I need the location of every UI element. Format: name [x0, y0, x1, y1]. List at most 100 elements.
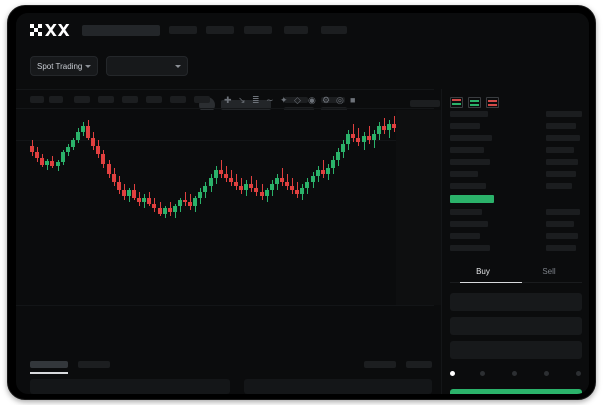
- bottom-tab-3[interactable]: [406, 361, 432, 368]
- submit-buy-button[interactable]: [450, 389, 582, 394]
- orderbook-rows[interactable]: [442, 111, 589, 261]
- candle-body: [126, 190, 131, 196]
- orderbook-row[interactable]: [450, 171, 478, 177]
- candle-body: [330, 160, 335, 168]
- order-field-1[interactable]: [450, 293, 582, 311]
- orderbook-row[interactable]: [450, 209, 482, 215]
- pair-name-placeholder: [221, 100, 271, 110]
- candle-body: [55, 162, 60, 166]
- orderbook-row[interactable]: [450, 159, 490, 165]
- candle-body: [40, 158, 45, 165]
- crosshair-icon[interactable]: ✚: [224, 95, 232, 105]
- orderbook-row[interactable]: [546, 135, 580, 141]
- order-field-3[interactable]: [450, 341, 582, 359]
- trading-mode-select[interactable]: Spot Trading: [30, 56, 98, 76]
- price-chart[interactable]: [16, 110, 434, 355]
- bottom-card-0[interactable]: [30, 379, 230, 394]
- candle-body: [392, 124, 397, 128]
- candle-body: [137, 198, 142, 202]
- slider-dot-1[interactable]: [480, 371, 485, 376]
- active-tab-underline: [460, 281, 522, 283]
- bottom-card-1[interactable]: [244, 379, 432, 394]
- candle-body: [111, 174, 116, 182]
- bottom-tab-1[interactable]: [78, 361, 110, 368]
- candle-body: [351, 134, 356, 138]
- orderbook-row[interactable]: [546, 159, 578, 165]
- okx-logo-icon[interactable]: [30, 24, 72, 37]
- orderbook-asks-icon[interactable]: [486, 97, 499, 108]
- candle-body: [172, 206, 177, 212]
- orderbook-row[interactable]: [546, 147, 574, 153]
- eye-icon[interactable]: ◎: [336, 95, 344, 105]
- nav-item-4[interactable]: [284, 26, 308, 34]
- nav-item-2[interactable]: [206, 26, 234, 34]
- orderbook-row[interactable]: [450, 221, 488, 227]
- bottom-tab-2[interactable]: [364, 361, 396, 368]
- candle-body: [361, 136, 366, 142]
- candle-body: [356, 138, 361, 142]
- orderbook-row[interactable]: [450, 135, 492, 141]
- candle-body: [142, 198, 147, 202]
- orderbook-row[interactable]: [546, 221, 574, 227]
- orderbook-row[interactable]: [546, 245, 576, 251]
- orderbook-row[interactable]: [546, 171, 576, 177]
- order-field-2[interactable]: [450, 317, 582, 335]
- slider-dot-3[interactable]: [544, 371, 549, 376]
- orderbook-row[interactable]: [450, 123, 480, 129]
- fib-icon[interactable]: ≣: [252, 95, 260, 105]
- orderbook-row[interactable]: [450, 111, 488, 117]
- amount-slider[interactable]: [450, 371, 582, 381]
- slider-dot-0[interactable]: [450, 371, 455, 376]
- slider-dot-4[interactable]: [576, 371, 581, 376]
- orderbook-row[interactable]: [450, 183, 486, 189]
- interval-button-1[interactable]: [30, 96, 44, 103]
- trading-pair-select[interactable]: [106, 56, 188, 76]
- candle-body: [116, 182, 121, 190]
- orderbook-bids-icon[interactable]: [468, 97, 481, 108]
- interval-button-5[interactable]: [122, 96, 138, 103]
- interval-button-6[interactable]: [146, 96, 162, 103]
- orderbook-row[interactable]: [450, 245, 490, 251]
- orderbook-row-highlighted[interactable]: [450, 195, 494, 203]
- candle-body: [183, 200, 187, 202]
- interval-button-4[interactable]: [98, 96, 114, 103]
- interval-button-8[interactable]: [194, 96, 210, 103]
- magnet-icon[interactable]: ◉: [308, 95, 316, 105]
- candle-body: [177, 200, 182, 206]
- orderbook-row[interactable]: [546, 111, 582, 117]
- orderbook-row[interactable]: [450, 233, 480, 239]
- trendline-icon[interactable]: ↘: [238, 95, 246, 105]
- candle-body: [193, 198, 198, 206]
- brush-icon[interactable]: ✦: [280, 95, 288, 105]
- orderbook-both-icon[interactable]: [450, 97, 463, 108]
- candle-body: [366, 136, 371, 140]
- search-input[interactable]: [82, 25, 160, 36]
- trash-icon[interactable]: ■: [350, 95, 356, 105]
- nav-item-3[interactable]: [244, 26, 272, 34]
- candle-body: [269, 184, 274, 190]
- nav-item-1[interactable]: [169, 26, 197, 34]
- orderbook-row[interactable]: [546, 233, 578, 239]
- orderbook-row[interactable]: [546, 209, 580, 215]
- candle-body: [91, 138, 96, 146]
- stat-price-sub: [284, 107, 314, 112]
- nav-item-5[interactable]: [321, 26, 347, 34]
- bottom-tab-0[interactable]: [30, 361, 68, 368]
- lock-icon[interactable]: ⚙: [322, 95, 331, 105]
- orderbook-row[interactable]: [450, 147, 484, 153]
- interval-button-7[interactable]: [170, 96, 186, 103]
- orderbook-row[interactable]: [546, 123, 576, 129]
- stat-price: [284, 97, 308, 103]
- wave-icon[interactable]: ∼: [266, 95, 274, 105]
- candle-body: [341, 144, 346, 152]
- interval-button-3[interactable]: [74, 96, 90, 103]
- tab-buy[interactable]: Buy: [476, 267, 490, 276]
- eraser-icon[interactable]: ◇: [294, 95, 301, 105]
- interval-button-2[interactable]: [49, 96, 63, 103]
- candle-wick: [322, 160, 324, 178]
- tab-sell[interactable]: Sell: [542, 267, 556, 276]
- slider-dot-2[interactable]: [512, 371, 517, 376]
- candle-body: [336, 152, 340, 160]
- orderbook-row[interactable]: [546, 183, 572, 189]
- candle-body: [310, 176, 315, 182]
